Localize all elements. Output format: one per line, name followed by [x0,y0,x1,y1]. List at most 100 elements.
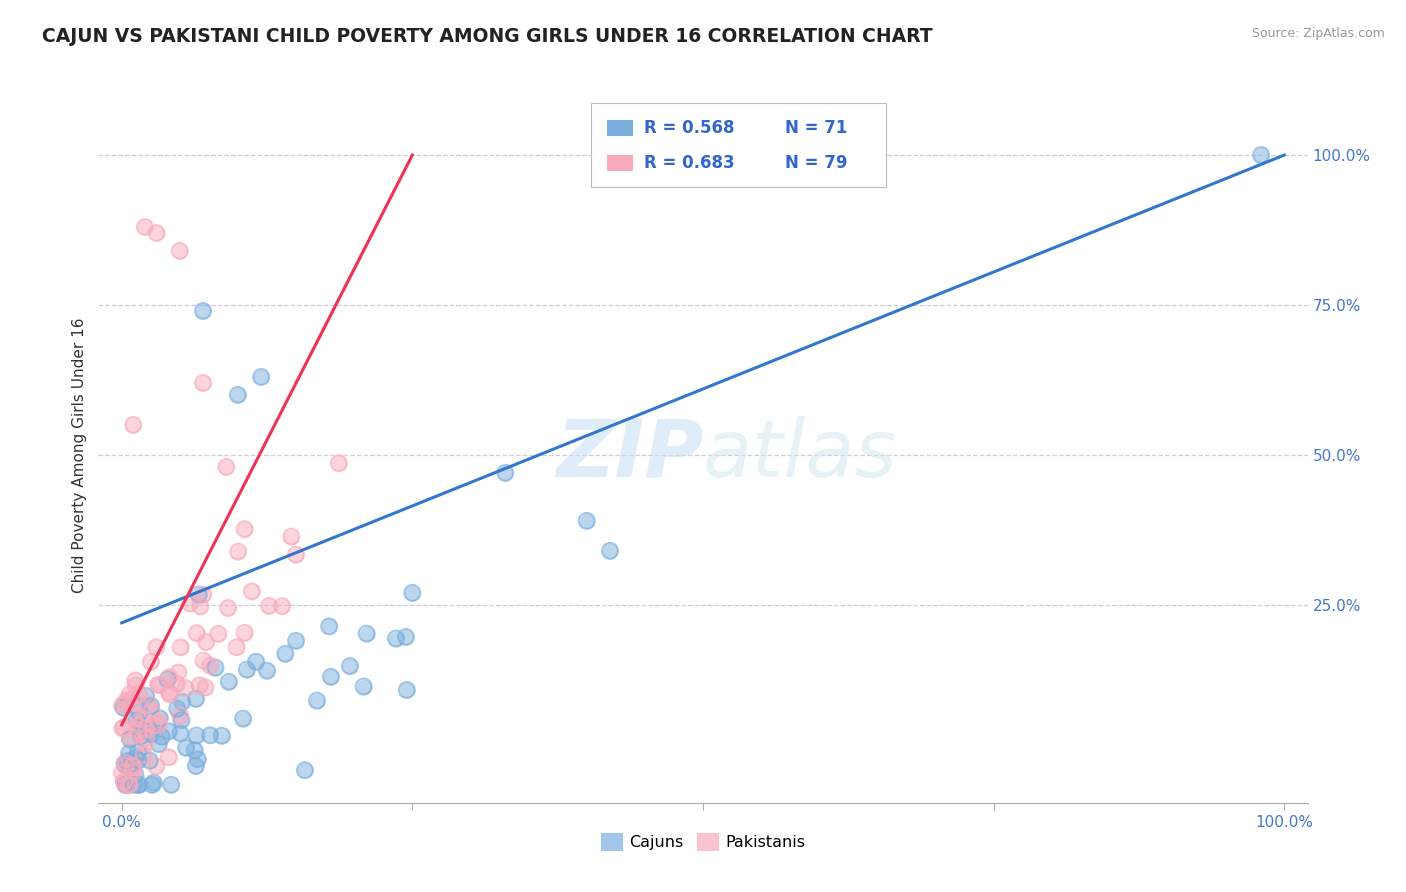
Point [132,747,155,762]
Point [149,711,172,725]
Point [599,544,621,558]
Point [120,730,142,744]
Point [218,674,240,689]
Point [150,730,173,744]
Point [339,659,361,673]
Point [114,756,136,771]
Point [166,701,188,715]
Point [136,697,159,711]
Point [127,745,149,759]
Point [146,678,169,692]
Point [159,688,181,702]
Point [305,693,328,707]
Point [127,778,149,792]
Point [139,655,162,669]
Point [141,778,163,792]
Point [122,710,145,724]
Point [122,765,145,780]
Point [115,693,138,707]
Point [135,731,157,745]
Point [1250,148,1272,162]
Point [395,630,418,644]
Legend: Cajuns, Pakistanis: Cajuns, Pakistanis [595,826,811,857]
Point [142,776,165,790]
Point [122,417,145,432]
Point [184,691,207,706]
Point [599,544,621,558]
Y-axis label: Child Poverty Among Girls Under 16: Child Poverty Among Girls Under 16 [72,318,87,592]
Point [115,754,138,768]
Point [385,632,408,646]
Text: R = 0.683: R = 0.683 [644,154,734,172]
Point [121,756,143,771]
Point [145,226,167,240]
Point [318,619,340,633]
Point [114,778,136,792]
Point [169,640,191,655]
Point [149,711,172,725]
Point [218,674,240,689]
Point [128,778,150,792]
Point [193,654,215,668]
Point [114,778,136,792]
Point [141,727,163,741]
Point [127,719,149,733]
Point [121,691,143,706]
Point [121,691,143,706]
Point [1250,148,1272,162]
Point [187,588,209,602]
Point [118,746,141,760]
Point [141,704,163,718]
Point [142,718,165,732]
Point [285,548,308,562]
Point [174,740,197,755]
Point [128,726,150,740]
Text: ZIP: ZIP [555,416,703,494]
Point [127,753,149,767]
Point [401,586,423,600]
Point [198,728,221,742]
Point [118,778,141,792]
Point [115,778,138,792]
Point [121,764,143,778]
Point [141,778,163,792]
Point [127,697,149,711]
Point [115,778,138,792]
Point [186,729,208,743]
Point [145,640,167,655]
Point [159,688,181,702]
Point [120,730,142,744]
Point [141,698,163,713]
Point [121,764,143,778]
Point [191,304,214,318]
Point [111,766,134,780]
Point [125,713,148,727]
Point [166,701,188,715]
Point [186,626,208,640]
Text: CAJUN VS PAKISTANI CHILD POVERTY AMONG GIRLS UNDER 16 CORRELATION CHART: CAJUN VS PAKISTANI CHILD POVERTY AMONG G… [42,27,932,45]
Point [115,693,138,707]
Point [112,721,135,735]
Point [179,597,201,611]
Point [217,601,239,615]
Point [128,706,150,720]
Point [285,548,308,562]
Point [385,632,408,646]
Point [328,456,350,470]
Point [157,670,180,684]
Point [148,718,170,732]
Point [124,767,146,781]
Point [157,685,180,699]
Point [207,627,229,641]
Point [187,588,209,602]
Point [395,683,418,698]
Point [121,758,143,772]
Point [211,729,233,743]
Point [157,685,180,699]
Point [274,647,297,661]
Point [112,775,135,789]
Point [112,775,135,789]
Point [245,655,267,669]
Point [575,514,598,528]
Point [128,687,150,701]
